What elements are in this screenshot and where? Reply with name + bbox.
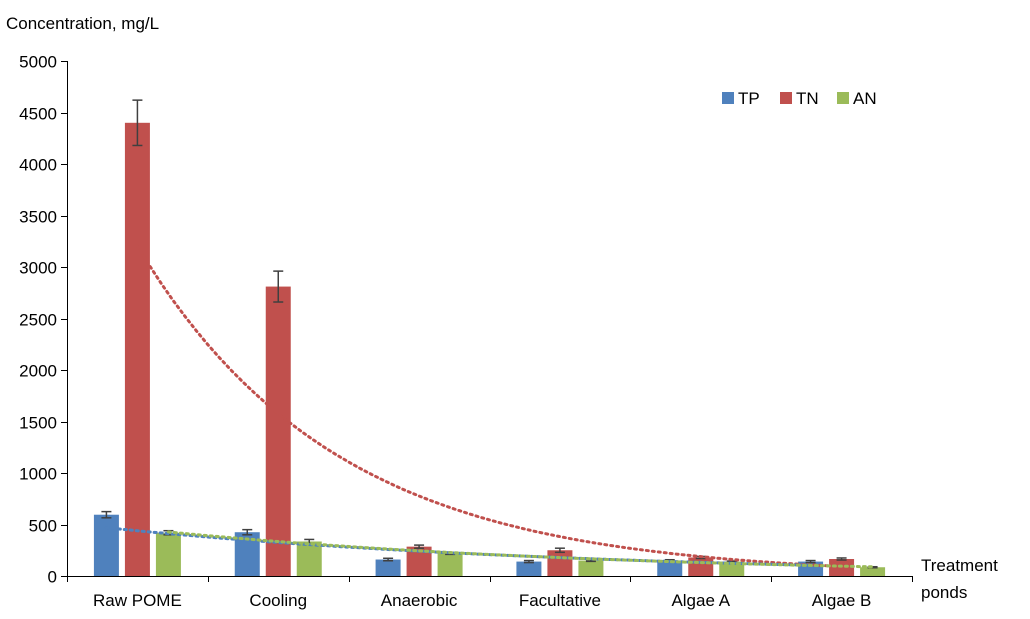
bar-an (155, 532, 181, 576)
bar-an (719, 561, 745, 576)
error-bar (554, 547, 565, 554)
error-bar (523, 559, 534, 564)
x-tick-label: Anaerobic (381, 591, 458, 610)
legend-label-tp: TP (738, 89, 760, 108)
bar-tp (93, 514, 119, 576)
bars (93, 99, 886, 577)
legend-swatch-tn (780, 92, 792, 104)
x-tick-label: Facultative (519, 591, 601, 610)
error-bar (414, 544, 425, 549)
axes: 0 500 1000 1500 2000 2500 3000 3500 4000 4500 5000… (19, 53, 913, 610)
trendline-tn (135, 244, 844, 568)
x-axis-label-line-2: ponds (921, 583, 967, 602)
bar-tp (375, 559, 401, 576)
y-tick-label: 1000 (19, 465, 57, 484)
y-tick-label: 2000 (19, 362, 57, 381)
y-tick-label: 5000 (19, 53, 57, 72)
bar-tp (657, 560, 683, 576)
bar-tn (124, 122, 150, 577)
trendline-an (166, 530, 875, 569)
x-tick-label: Cooling (249, 591, 307, 610)
legend: TP TN AN (722, 89, 877, 108)
bar-tn (547, 550, 573, 576)
bar-an (578, 560, 604, 576)
x-axis-label-line-1: Treatment (921, 556, 998, 575)
legend-label-an: AN (853, 89, 877, 108)
bar-an (437, 553, 463, 576)
legend-swatch-tp (722, 92, 734, 104)
y-tick-label: 1500 (19, 414, 57, 433)
bar-tp (516, 561, 542, 576)
y-axis-label: Concentration, mg/L (6, 14, 159, 33)
error-bar (101, 510, 112, 519)
bar-tn (688, 557, 714, 576)
y-tick-label: 2500 (19, 311, 57, 330)
x-tick-label: Algae A (671, 591, 730, 610)
y-tick-label: 500 (29, 517, 57, 536)
bar-an (860, 567, 886, 576)
y-tick-label: 3000 (19, 259, 57, 278)
legend-swatch-an (837, 92, 849, 104)
bar-an (296, 541, 322, 576)
y-tick-label: 4000 (19, 156, 57, 175)
bar-tn (265, 286, 291, 576)
error-bar (805, 559, 816, 564)
error-bar (242, 528, 253, 536)
y-tick-label: 3500 (19, 208, 57, 227)
y-tick-label: 4500 (19, 105, 57, 124)
error-bar (383, 557, 394, 562)
error-bar (836, 557, 847, 561)
trendlines (104, 244, 875, 569)
legend-label-tn: TN (796, 89, 819, 108)
error-bar (273, 270, 284, 303)
x-tick-label: Raw POME (93, 591, 182, 610)
x-tick-label: Algae B (812, 591, 872, 610)
error-bar (132, 99, 143, 147)
y-tick-label: 0 (48, 568, 57, 587)
